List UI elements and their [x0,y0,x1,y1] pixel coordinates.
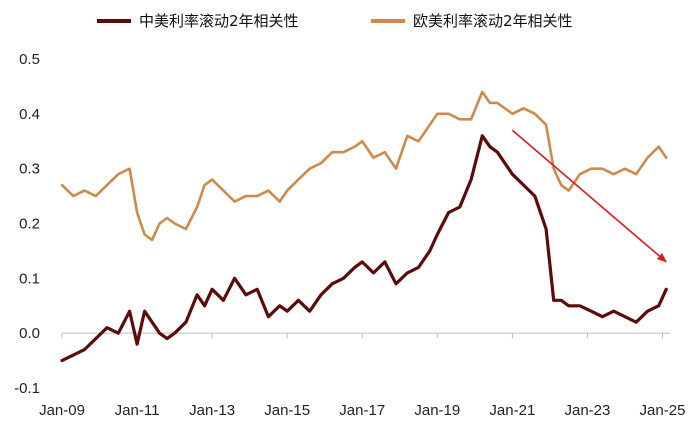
x-tick-label: Jan-17 [339,402,385,419]
x-tick-label: Jan-09 [39,402,85,419]
series-layer [60,90,668,363]
y-tick-label: 0.2 [19,216,40,233]
trend-arrow [511,129,668,263]
y-tick-label: 0.5 [19,51,40,68]
y-tick-label: 0.1 [19,270,40,287]
x-tick-label: Jan-11 [115,402,160,419]
x-tick-label: Jan-21 [489,402,535,419]
legend: 中美利率滚动2年相关性 欧美利率滚动2年相关性 [97,12,573,30]
x-tick-label: Jan-13 [189,402,235,419]
legend-label: 欧美利率滚动2年相关性 [413,12,573,30]
x-tick-label: Jan-23 [564,402,610,419]
x-tick-label: Jan-15 [264,402,310,419]
x-axis: Jan-09 Jan-11 Jan-13 Jan-15 Jan-17 Jan-19 Jan-… [39,332,686,419]
x-tick-label: Jan-25 [640,402,686,419]
y-tick-label: -0.1 [14,380,40,397]
y-axis: -0.1 0.0 0.1 0.2 0.3 0.4 0.5 [14,51,40,397]
annotation-layer [511,129,668,263]
series-line-china-us [60,134,668,363]
y-tick-label: 0.0 [19,325,40,342]
y-tick-label: 0.4 [19,106,40,123]
legend-label: 中美利率滚动2年相关性 [139,12,299,30]
x-tick-label: Jan-19 [414,402,460,419]
y-tick-label: 0.3 [19,161,40,178]
series-line-eu-us [60,90,668,242]
